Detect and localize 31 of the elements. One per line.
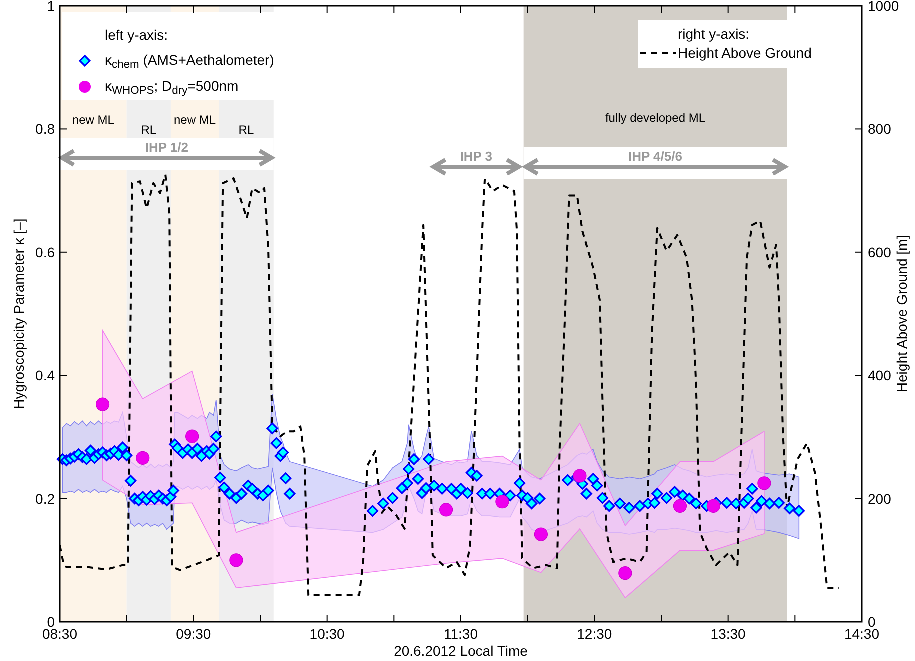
x-tick-label: 10:30 [310,626,346,642]
band-label: new ML [72,113,115,127]
x-axis-title: 20.6.2012 Local Time [394,643,528,659]
y-tick-label: 0.4 [36,368,56,384]
x-tick-label: 09:30 [176,626,212,642]
band-label: IHP 4/5/6 [628,149,682,164]
y2-tick-label: 200 [868,490,892,507]
y-tick-label: 1 [47,0,56,14]
legend-label: κ$_{WHOPS}$; D$_{dry}$=500nm [105,78,239,98]
x-tick-label: 13:30 [710,626,746,642]
band-label: RL [141,123,157,137]
annotation: right y-axis: [678,26,750,42]
band-label: IHP 1/2 [145,140,188,155]
band-label: new ML [174,113,216,127]
y-axis-title: Hygroscopicity Parameter κ [–] [11,218,27,410]
y2-tick-label: 800 [868,121,892,138]
y2-tick-label: 400 [868,368,892,384]
x-tick-label: 11:30 [444,626,478,642]
y-tick-label: 0.6 [36,244,56,260]
legend-label: κ$_{chem}$ (AMS+Aethalometer) [105,52,274,72]
y2-axis-title: Height Above Ground [m] [894,235,910,393]
legend-label: Height Above Ground [678,45,812,61]
y-tick-label: 0.8 [36,121,56,138]
y2-tick-label: 1000 [868,0,900,14]
band-label: IHP 3 [460,149,493,164]
y2-tick-label: 600 [868,244,892,260]
x-tick-label: 12:30 [577,626,612,642]
y-tick-label: 0.2 [36,490,56,507]
annotation: left y-axis: [105,27,168,43]
band-label: RL [238,123,254,137]
band-label: fully developed ML [605,111,706,125]
